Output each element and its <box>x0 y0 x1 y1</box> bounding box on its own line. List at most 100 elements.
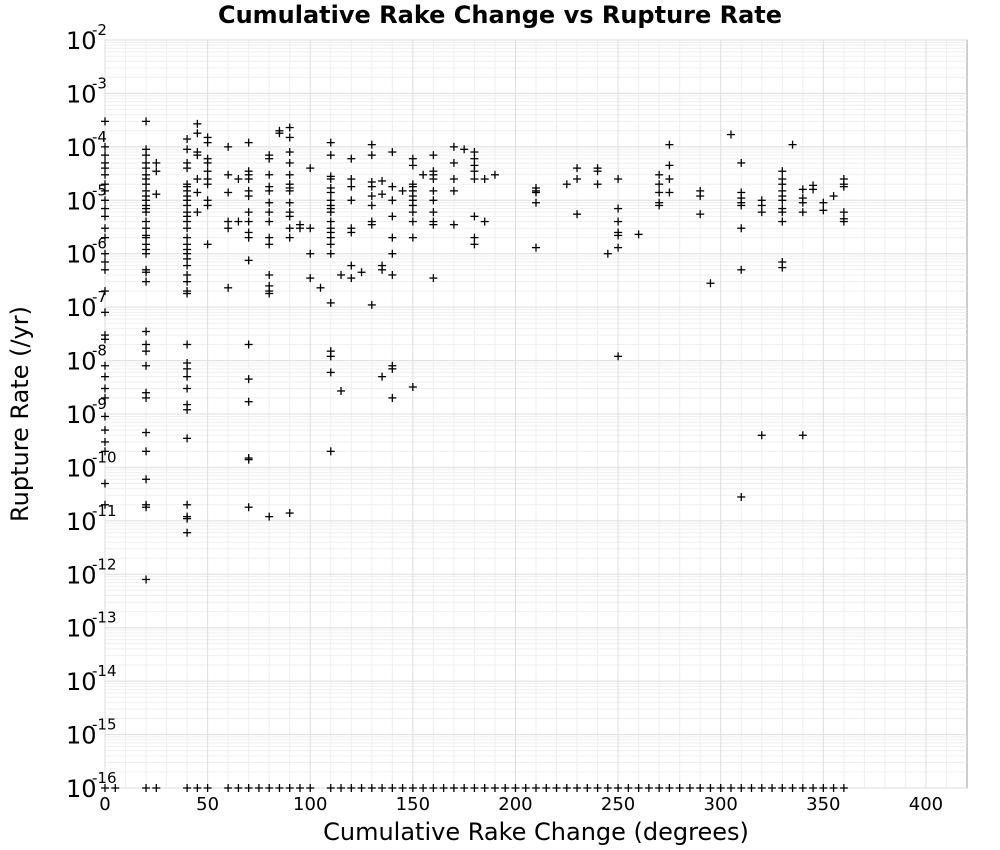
y-tick-base: 10 <box>66 615 97 643</box>
data-point <box>265 217 274 226</box>
data-point <box>655 188 664 197</box>
data-point <box>593 180 602 189</box>
data-point <box>244 192 253 201</box>
data-point <box>357 784 366 792</box>
y-tick-label: 10-14 <box>66 662 117 696</box>
data-point <box>388 270 397 279</box>
data-point <box>839 784 848 792</box>
data-point <box>603 249 612 258</box>
x-tick-label: 200 <box>498 794 532 815</box>
y-tick-label: 10-15 <box>66 716 117 750</box>
data-point <box>326 298 335 307</box>
data-point <box>768 784 777 792</box>
data-point <box>326 240 335 249</box>
data-point <box>183 233 192 242</box>
data-point <box>183 364 192 373</box>
data-point <box>367 140 376 149</box>
data-point <box>142 233 151 242</box>
data-point <box>388 182 397 191</box>
data-point <box>101 784 109 792</box>
data-point <box>347 175 356 184</box>
data-point <box>183 340 192 349</box>
data-point <box>706 279 715 288</box>
data-point <box>183 270 192 279</box>
data-point <box>408 217 417 226</box>
y-tick-base: 10 <box>66 561 97 589</box>
data-point <box>480 217 489 226</box>
y-tick-label: 10-7 <box>66 288 107 322</box>
data-point <box>408 233 417 242</box>
data-point <box>337 386 346 395</box>
y-tick-exponent: -5 <box>92 181 107 199</box>
data-point <box>203 784 212 792</box>
data-point <box>367 151 376 160</box>
data-point <box>809 185 818 194</box>
y-tick-base: 10 <box>66 134 97 162</box>
data-point <box>819 784 828 792</box>
data-point <box>532 198 540 207</box>
data-point <box>265 154 274 163</box>
data-point <box>142 393 151 402</box>
data-point <box>224 224 233 233</box>
data-point <box>388 148 397 157</box>
data-point <box>398 784 407 792</box>
data-point <box>142 117 151 126</box>
data-point <box>737 784 746 792</box>
data-point <box>429 220 438 229</box>
data-point <box>306 274 315 283</box>
data-point <box>101 170 109 179</box>
chart-title: Cumulative Rake Change vs Rupture Rate <box>218 1 782 29</box>
data-point <box>275 129 284 138</box>
data-point <box>265 198 274 207</box>
data-point <box>101 447 109 456</box>
y-tick-label: 10-6 <box>66 235 107 269</box>
data-point <box>532 188 540 197</box>
data-point <box>737 224 746 233</box>
data-point <box>388 196 397 205</box>
y-tick-base: 10 <box>66 241 97 269</box>
data-point <box>306 224 315 233</box>
data-point <box>490 170 499 179</box>
data-point <box>101 224 109 233</box>
data-point <box>183 224 192 233</box>
y-tick-base: 10 <box>66 294 97 322</box>
data-point <box>388 784 397 792</box>
data-point <box>193 129 202 138</box>
data-point <box>152 158 161 167</box>
data-point <box>326 368 335 377</box>
y-tick-label: 10-11 <box>66 502 117 536</box>
data-point <box>521 784 530 792</box>
data-point <box>101 180 109 189</box>
data-point <box>244 375 253 384</box>
data-point <box>449 220 458 229</box>
data-point <box>347 261 356 270</box>
data-point <box>367 201 376 210</box>
data-point <box>798 431 807 440</box>
data-point <box>101 308 109 317</box>
data-point <box>326 208 335 217</box>
data-point <box>419 784 428 792</box>
data-point <box>326 188 335 197</box>
data-point <box>726 130 735 139</box>
data-point <box>285 148 294 157</box>
data-point <box>655 201 664 210</box>
data-point <box>839 208 848 217</box>
data-point <box>183 384 192 393</box>
data-point <box>408 161 417 170</box>
data-point <box>101 204 109 213</box>
data-point <box>614 352 623 361</box>
data-point <box>470 154 479 163</box>
y-tick-base: 10 <box>66 668 97 696</box>
data-point <box>142 340 151 349</box>
y-tick-exponent: -16 <box>92 769 117 787</box>
data-point <box>224 142 233 151</box>
data-point <box>573 164 582 173</box>
data-point <box>101 479 109 488</box>
y-tick-base: 10 <box>66 508 97 536</box>
data-point <box>429 186 438 195</box>
data-point <box>244 340 253 349</box>
data-point <box>142 180 151 189</box>
y-tick-exponent: -4 <box>92 128 107 146</box>
y-tick-base: 10 <box>66 401 97 429</box>
